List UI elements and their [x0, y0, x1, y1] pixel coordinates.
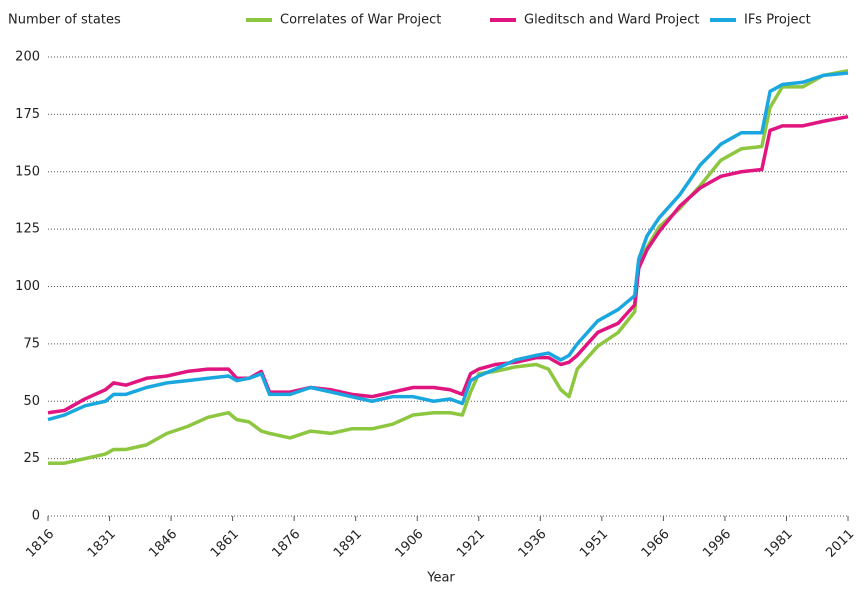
x-tick-label: 1831 [85, 527, 119, 561]
y-tick-label: 25 [23, 451, 40, 466]
legend-label: Gleditsch and Ward Project [524, 13, 700, 28]
y-tick-label: 150 [15, 164, 40, 179]
y-tick-label: 100 [15, 279, 40, 294]
y-axis-label: Number of states [8, 13, 121, 28]
y-tick-label: 50 [23, 394, 40, 409]
x-tick-label: 1996 [700, 527, 734, 561]
x-tick-label: 1816 [23, 527, 57, 561]
x-tick-label: 1966 [639, 527, 673, 561]
series-line [48, 69, 849, 465]
x-axis-label: Year [426, 571, 455, 586]
x-tick-label: 1951 [577, 527, 611, 561]
legend-label: Correlates of War Project [280, 13, 441, 28]
x-tick-label: 1891 [331, 527, 365, 561]
x-tick-label: 1906 [393, 527, 427, 561]
y-tick-label: 175 [15, 107, 40, 122]
series-line [47, 71, 849, 422]
x-tick-label: 2011 [823, 527, 857, 561]
y-tick-label: 0 [32, 509, 40, 524]
y-tick-label: 125 [15, 222, 40, 237]
series-line [47, 114, 849, 415]
x-tick-label: 1921 [454, 527, 488, 561]
x-tick-label: 1876 [269, 527, 303, 561]
x-tick-label: 1981 [762, 527, 796, 561]
x-tick-label: 1846 [146, 527, 180, 561]
x-tick-label: 1861 [208, 527, 242, 561]
x-tick-label: 1936 [516, 527, 550, 561]
legend-label: IFs Project [744, 13, 811, 28]
y-tick-label: 75 [23, 336, 40, 351]
y-tick-label: 200 [15, 50, 40, 65]
